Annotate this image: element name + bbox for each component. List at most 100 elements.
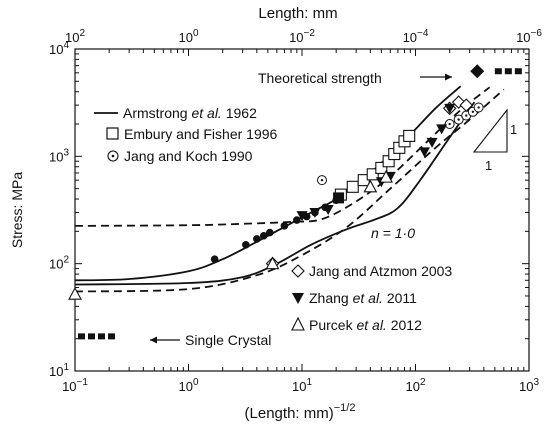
data-point-open-diamond [451, 95, 466, 109]
top-tick-label: 10−6 [516, 28, 542, 45]
x-tick-label-exp: 0 [193, 377, 199, 388]
data-point-open-up-triangle [68, 287, 82, 300]
top-tick-label-base: 10 [65, 30, 79, 45]
legend-label-post: 2012 [387, 317, 422, 333]
data-point-open-up-triangle [363, 179, 378, 193]
data-point-dotted-circle-dot [320, 178, 324, 182]
y-tick-label: 104 [49, 40, 69, 57]
x-tick-label-exp: 2 [420, 377, 426, 388]
x-axis-title-base: (Length: mm) [245, 405, 334, 422]
y-tick-label-exp: 2 [63, 255, 69, 266]
legend-top: Armstrong et al. 1962 Embury and Fisher … [94, 105, 278, 164]
data-point-filled-down-triangle [418, 147, 430, 158]
x-tick-label-base: 10 [178, 379, 192, 394]
x-axis-title: (Length: mm)−1/2 [245, 402, 356, 422]
legend-item-label: Jang and Atzmon 2003 [309, 263, 452, 279]
top-tick-label-exp: 2 [79, 28, 85, 39]
legend-label-em: et al. [191, 105, 221, 121]
top-tick-label-base: 10 [403, 30, 417, 45]
top-tick-label: 100 [178, 28, 198, 45]
slope-vertical-label: 1 [510, 122, 517, 137]
data-point-filled-down-triangle [309, 207, 321, 218]
data-point-filled-diamond [470, 64, 485, 79]
top-tick-label-base: 10 [516, 30, 530, 45]
x-tick-label-exp: 1 [306, 377, 312, 388]
top-tick-label-exp: −2 [304, 28, 316, 39]
y-tick-label-exp: 1 [63, 362, 69, 373]
data-point-dotted-circle-dot [471, 110, 475, 113]
data-point-filled-circle [280, 222, 289, 230]
legend-label-pre: Jang and Atzmon 2003 [309, 263, 452, 279]
data-point-filled-square [333, 192, 345, 204]
y-tick-label: 103 [49, 147, 69, 164]
x-tick-label-base: 10 [519, 379, 533, 394]
top-axis-title: Length: mm [258, 5, 337, 22]
legend-item-label: Armstrong et al. 1962 [123, 105, 257, 121]
x-tick-label: 102 [405, 377, 425, 394]
x-tick-label-exp: −1 [77, 377, 89, 388]
legend-marker-filled-down-triangle [292, 293, 304, 304]
y-tick-label-exp: 4 [63, 40, 69, 51]
y-tick-label-base: 10 [49, 42, 63, 57]
x-tick-label-base: 10 [405, 379, 419, 394]
data-point-filled-circle [253, 235, 261, 243]
data-point-open-square [346, 180, 359, 193]
reference-lines-layer [78, 68, 523, 340]
x-axis-title-exp: −1/2 [334, 402, 356, 414]
legend-label-pre: Purcek [309, 317, 356, 333]
legend-item-label: Jang and Koch 1990 [124, 148, 253, 164]
solid-curve [74, 101, 476, 286]
legend-marker-open-up-triangle [291, 316, 305, 331]
y-tick-label-base: 10 [49, 364, 63, 379]
data-point-filled-circle [242, 240, 250, 249]
data-point-open-square [375, 161, 388, 174]
n-value-label: n = 1·0 [371, 225, 415, 241]
top-tick-label-base: 10 [178, 30, 192, 45]
legend-item-label: Zhang et al. 2011 [309, 290, 417, 306]
top-tick-label-exp: 0 [193, 28, 199, 39]
data-point-open-diamond [459, 98, 474, 112]
legend-bottom: Jang and Atzmon 2003 Zhang et al. 2011 P… [291, 263, 452, 333]
points-layer [68, 64, 485, 300]
x-tick-label-base: 10 [62, 379, 76, 394]
data-point-filled-circle [210, 255, 219, 264]
legend-label-post: 1962 [222, 105, 257, 121]
y-tick-label-base: 10 [49, 257, 63, 272]
data-point-open-square [366, 168, 379, 181]
x-tick-label: 10−1 [62, 377, 88, 394]
data-point-open-up-triangle [379, 169, 393, 183]
data-point-open-up-triangle [265, 256, 280, 270]
legend-marker-dotted-circle-dot [111, 154, 115, 158]
y-tick-label-base: 10 [49, 149, 63, 164]
x-tick-label: 101 [292, 377, 312, 394]
x-tick-label: 103 [519, 377, 539, 394]
data-point-filled-circle [259, 231, 268, 240]
y-axis-title: Stress: MPa [9, 172, 25, 248]
y-tick-label-exp: 3 [63, 147, 69, 158]
data-point-filled-down-triangle [296, 211, 308, 222]
legend-label-pre: Embury and Fisher 1996 [124, 126, 278, 142]
x-tick-label: 100 [178, 377, 198, 394]
data-point-open-square [403, 129, 416, 142]
dashed-curve [74, 88, 505, 293]
legend-label-em: et al. [356, 317, 386, 333]
y-tick-label: 102 [49, 255, 69, 272]
top-tick-label-base: 10 [289, 30, 303, 45]
legend-label-em: et al. [353, 290, 383, 306]
data-point-dotted-circle-dot [448, 122, 451, 126]
data-point-dotted-circle-dot [457, 118, 460, 121]
data-point-filled-down-triangle [436, 124, 448, 135]
legend-item-label: Embury and Fisher 1996 [124, 126, 278, 142]
data-point-dotted-circle-dot [477, 106, 480, 109]
legend-marker-open-diamond [291, 264, 305, 278]
top-tick-label-exp: −6 [531, 28, 543, 39]
data-point-filled-down-triangle [322, 204, 334, 215]
legend-label-post: 2011 [383, 290, 417, 306]
theoretical-strength-label: Theoretical strength [258, 70, 382, 86]
top-tick-label: 102 [65, 28, 85, 45]
slope-triangle [472, 108, 508, 153]
legend-marker-open-square [106, 127, 119, 140]
